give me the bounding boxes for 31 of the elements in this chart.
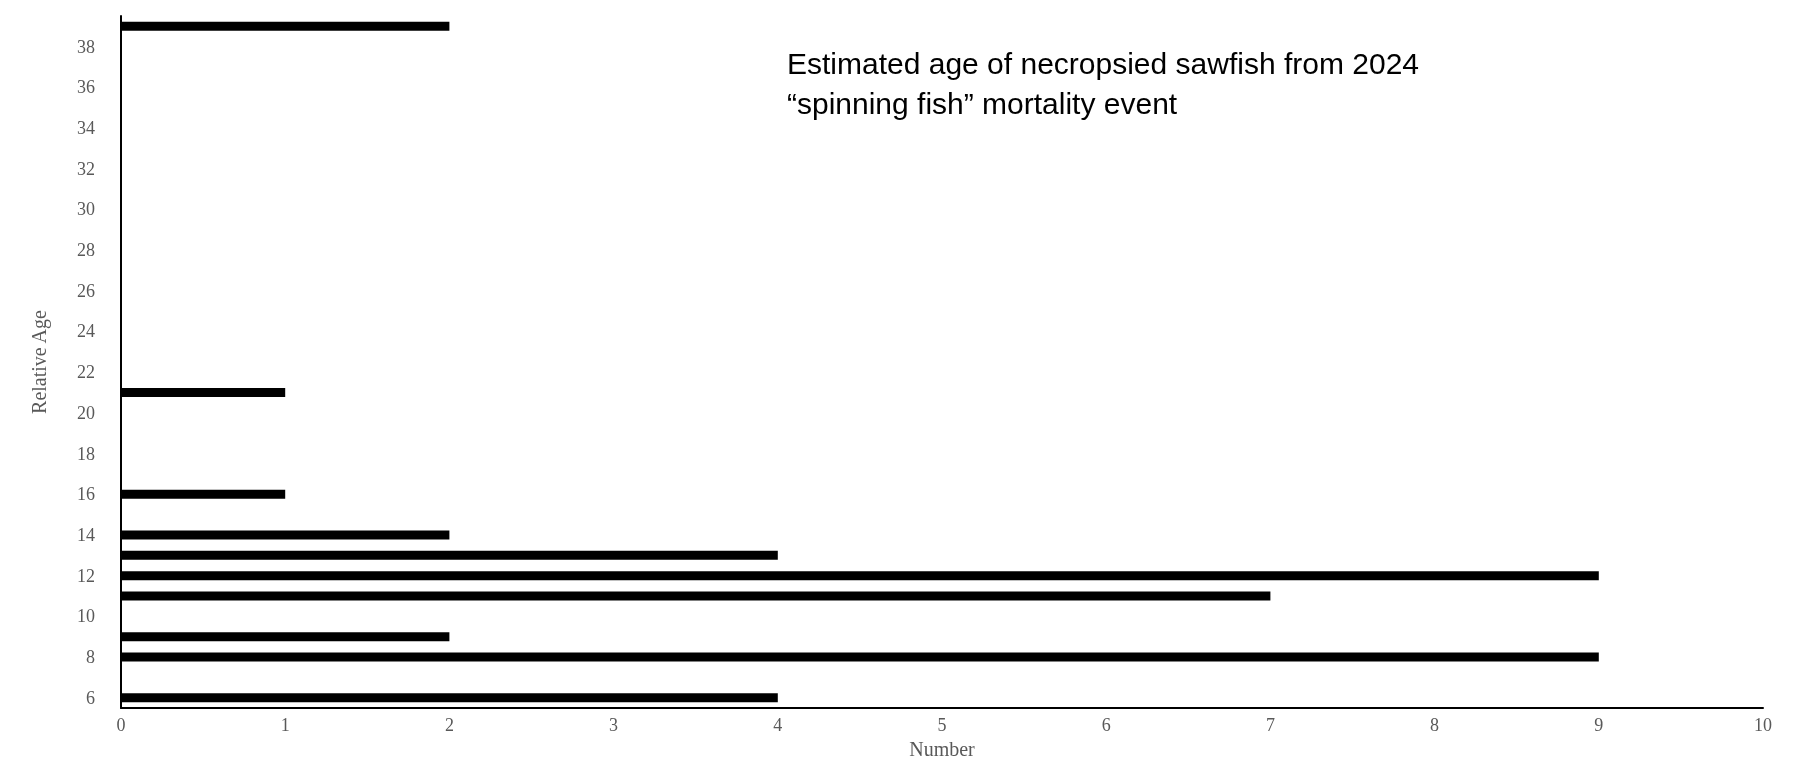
y-tick-label: 38	[77, 36, 95, 57]
y-tick-label: 36	[77, 77, 95, 98]
y-tick-label: 6	[86, 687, 95, 708]
x-tick-label: 0	[116, 715, 126, 735]
y-axis-title: Relative Age	[28, 309, 51, 414]
x-tick-label: 6	[1101, 715, 1111, 735]
x-tick-label: 10	[1754, 715, 1772, 735]
y-tick-label: 20	[77, 402, 95, 423]
y-tick-label: 14	[77, 525, 95, 545]
x-tick-label: 5	[937, 715, 947, 735]
x-axis-title: Number	[909, 737, 976, 760]
x-tick-label: 3	[609, 715, 619, 735]
y-tick-label: 32	[77, 158, 95, 179]
y-tick-label: 28	[77, 240, 95, 261]
x-tick-label: 7	[1265, 715, 1275, 735]
x-tick-label: 1	[280, 715, 290, 735]
y-tick-label: 10	[77, 606, 95, 627]
text: Estimated age of necropsied sawfish from 2024 “spinning fish” mortality event	[787, 46, 1428, 120]
x-tick-label: 9	[1594, 715, 1604, 735]
y-tick-label: 34	[77, 117, 95, 138]
y-tick-label: 22	[77, 362, 95, 383]
x-tick-label: 8	[1430, 715, 1440, 735]
y-tick-label: 16	[77, 484, 95, 505]
y-tick-label: 26	[77, 280, 95, 301]
y-tick-label: 8	[86, 647, 95, 668]
x-tick-label: 2	[444, 715, 454, 735]
y-tick-label: 24	[77, 321, 95, 342]
y-tick-label: 30	[77, 199, 95, 220]
y-tick-label: 18	[77, 443, 95, 464]
x-tick-label: 4	[773, 715, 783, 735]
y-tick-label: 12	[77, 565, 95, 586]
